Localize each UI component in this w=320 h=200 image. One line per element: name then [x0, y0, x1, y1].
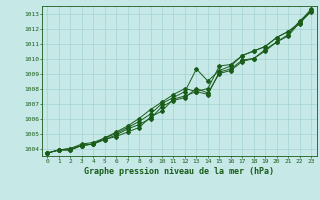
X-axis label: Graphe pression niveau de la mer (hPa): Graphe pression niveau de la mer (hPa)	[84, 167, 274, 176]
